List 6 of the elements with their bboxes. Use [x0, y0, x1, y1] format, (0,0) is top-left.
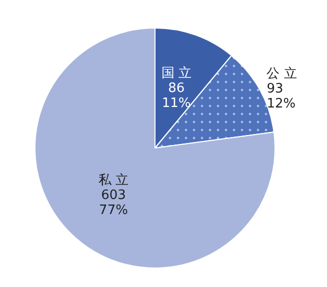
data-label: 93 12%: [266, 81, 296, 112]
data-label: 86 11%: [162, 81, 191, 112]
data-label: 603 77%: [99, 188, 128, 218]
slice-label: 公 立: [266, 65, 297, 82]
slice-label: 国 立: [161, 65, 192, 82]
slice-label: 私 立: [98, 172, 129, 188]
